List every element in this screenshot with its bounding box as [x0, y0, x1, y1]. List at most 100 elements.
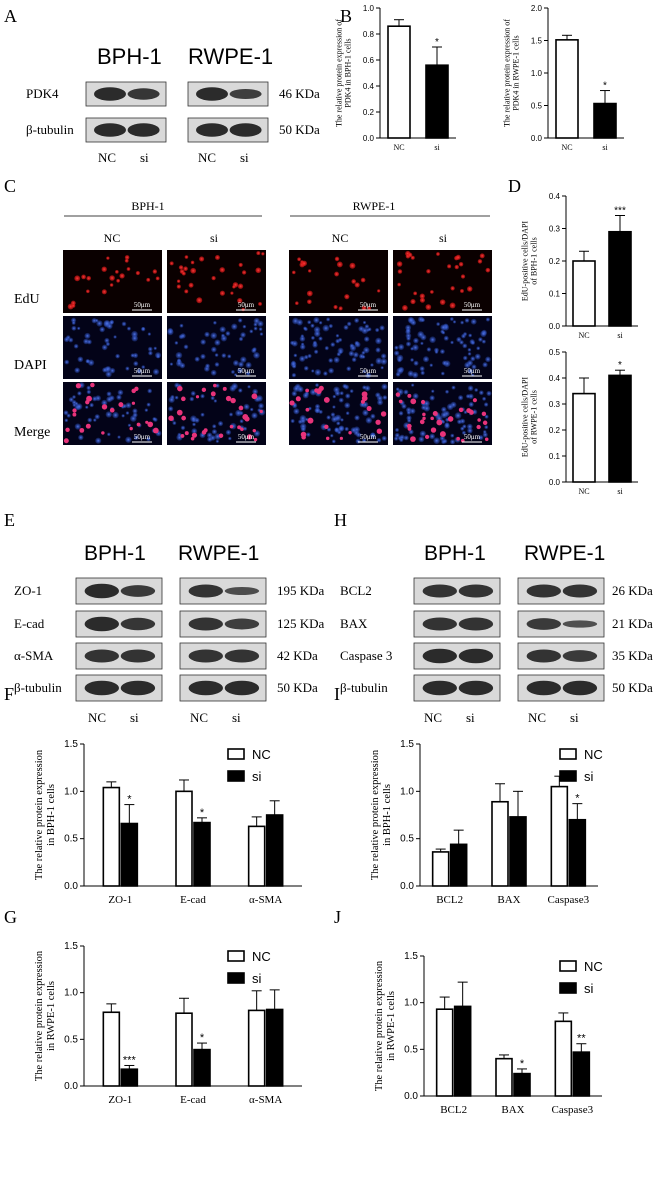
x-tick-label: ZO-1 — [108, 894, 132, 906]
micrograph: 50μm — [63, 250, 162, 313]
significance-mark: * — [127, 794, 132, 806]
significance-mark: * — [618, 360, 622, 371]
micrograph: 50μm — [289, 382, 388, 445]
significance-mark: * — [200, 807, 205, 819]
panel-label-c: C — [4, 176, 16, 196]
size-label: 21 KDa — [612, 616, 653, 631]
scale-bar-label: 50μm — [134, 433, 151, 441]
group-label-nc: NC — [198, 150, 216, 165]
y-tick-label: 0.4 — [549, 192, 561, 201]
bar-chart-j: 0.0 0.5 1.0 1.5 The relative protein express… — [374, 951, 603, 1116]
group-label-si: si — [210, 231, 219, 245]
y-tick-label: 2.0 — [531, 4, 543, 13]
panel-label-j: J — [334, 907, 341, 927]
micrograph: 50μm — [393, 382, 492, 445]
cell-label-rwpe: RWPE-1 — [188, 44, 273, 69]
bar-nc — [175, 790, 193, 887]
group-label-si: si — [570, 710, 579, 725]
size-label: 50 KDa — [612, 680, 653, 695]
y-tick-label: 0.0 — [64, 1081, 78, 1092]
scale-bar-label: 50μm — [238, 433, 255, 441]
legend-label: si — [584, 981, 594, 996]
bar-nc — [555, 39, 579, 139]
blot-strip — [187, 81, 269, 107]
bar-nc — [572, 392, 596, 483]
bar-si — [593, 102, 617, 139]
y-tick-label: 1.5 — [531, 37, 543, 46]
y-tick-label: 0.5 — [531, 102, 543, 111]
x-tick-label: α-SMA — [249, 1094, 282, 1106]
size-label: 42 KDa — [277, 648, 318, 663]
panel-label-h: H — [334, 510, 347, 530]
legend-label: si — [252, 769, 262, 784]
blot-strip — [413, 610, 501, 638]
y-tick-label: 0.2 — [549, 257, 561, 266]
group-label-nc: NC — [88, 710, 106, 725]
y-tick-label: 1.5 — [400, 739, 414, 750]
legend-swatch — [559, 960, 577, 972]
bar-nc — [572, 260, 596, 327]
row-label-dapi: DAPI — [14, 358, 47, 373]
blot-strip — [517, 642, 605, 670]
significance-mark: * — [603, 81, 607, 92]
y-tick-label: 0.5 — [400, 834, 414, 845]
blot-strip — [85, 117, 167, 143]
blot-strip — [187, 117, 269, 143]
y-tick-label: 0.5 — [404, 1044, 418, 1055]
bar-si — [449, 843, 468, 887]
y-axis-label: EdU-positive cells/DAPIof BPH-1 cells — [521, 221, 539, 302]
y-tick-label: 1.0 — [363, 4, 375, 13]
blot-strip — [179, 642, 267, 670]
x-tick-label: BAX — [501, 1104, 524, 1116]
bar-si — [509, 816, 527, 887]
size-label: 26 KDa — [612, 583, 653, 598]
bar-nc — [435, 1008, 454, 1097]
bar-si — [265, 814, 284, 887]
row-label-edu: EdU — [14, 292, 40, 307]
y-tick-label: 1.0 — [531, 69, 543, 78]
group-label-nc: NC — [98, 150, 116, 165]
cell-label-bph: BPH-1 — [424, 542, 486, 565]
group-label-si: si — [439, 231, 448, 245]
bar-si — [608, 374, 632, 483]
x-tick-label: BAX — [497, 894, 520, 906]
significance-mark: * — [575, 793, 580, 805]
bar-si — [120, 822, 139, 887]
significance-mark: ** — [577, 1033, 586, 1045]
protein-label-pdk4: PDK4 — [26, 86, 59, 101]
bar-nc — [550, 785, 569, 887]
bar-si — [425, 64, 449, 139]
group-label-si: si — [140, 150, 149, 165]
group-label-si: si — [232, 710, 241, 725]
significance-mark: *** — [614, 206, 626, 217]
panel-label-e: E — [4, 510, 15, 530]
bar-chart-d2: 0.0 0.1 0.2 0.3 0.4 0.5 EdU-positive cells/DAP… — [521, 348, 638, 496]
x-tick-label: NC — [578, 487, 589, 496]
micrograph: 50μm — [63, 316, 162, 379]
group-label-nc: NC — [528, 710, 546, 725]
blot-strip — [179, 674, 267, 702]
bar-nc — [175, 1012, 193, 1087]
scale-bar-label: 50μm — [464, 301, 481, 309]
panel-label-f: F — [4, 684, 14, 704]
blot-strip — [75, 674, 163, 702]
blot-strip — [517, 577, 605, 605]
y-tick-label: 1.0 — [404, 998, 418, 1009]
y-tick-label: 0.1 — [549, 290, 561, 299]
group-label-nc: NC — [332, 231, 349, 245]
y-tick-label: 0.5 — [64, 834, 78, 845]
x-tick-label: α-SMA — [249, 894, 282, 906]
panel-label-b: B — [340, 6, 352, 26]
blot-strip — [517, 610, 605, 638]
micrograph: 50μm — [289, 316, 388, 379]
blot-strip — [517, 674, 605, 702]
legend-label: NC — [252, 949, 271, 964]
y-tick-label: 1.0 — [64, 786, 78, 797]
y-tick-label: 0.0 — [531, 134, 543, 143]
bar-nc — [431, 851, 450, 887]
significance-mark: *** — [123, 1054, 137, 1066]
protein-label-bcl2: BCL2 — [340, 583, 372, 598]
bar-nc — [102, 786, 121, 887]
scale-bar-label: 50μm — [360, 367, 377, 375]
y-tick-label: 0.0 — [549, 322, 561, 331]
